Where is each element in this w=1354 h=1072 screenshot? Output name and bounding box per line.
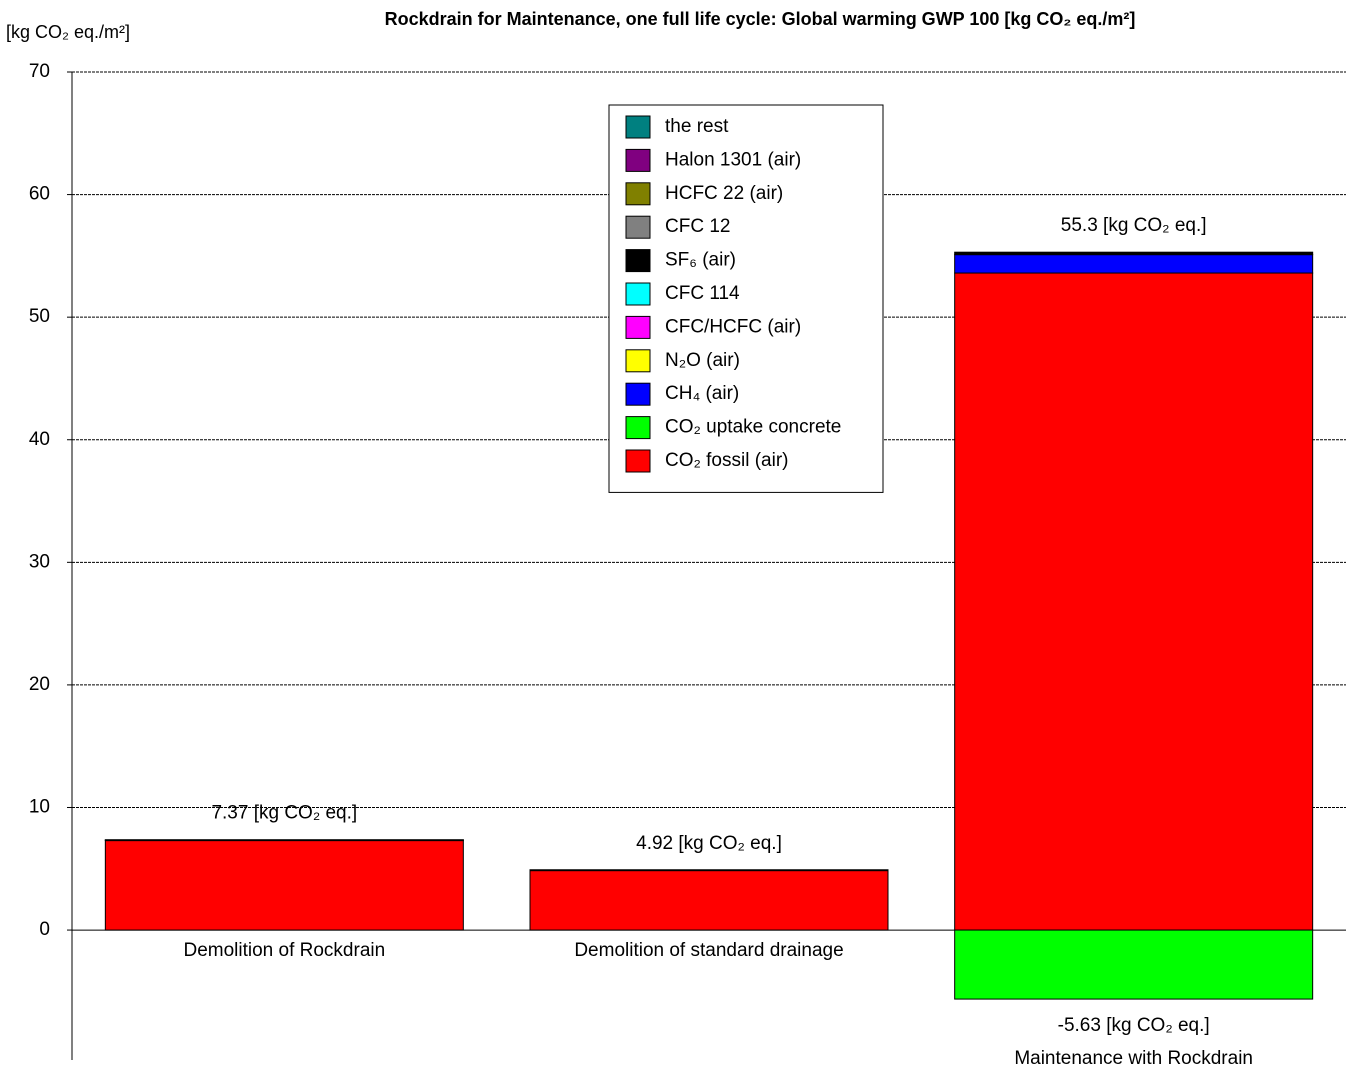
legend-swatch <box>625 349 651 373</box>
total-label: 55.3 [kg CO₂ eq.] <box>1061 215 1207 236</box>
total-label: 7.37 [kg CO₂ eq.] <box>211 803 357 824</box>
y-tick-label: 10 <box>29 796 50 817</box>
y-tick-label: 70 <box>29 61 50 82</box>
y-tick-label: 20 <box>29 674 50 695</box>
legend-swatch <box>625 282 651 306</box>
legend-label: CFC 114 <box>665 283 740 304</box>
value-label: -5.63 [kg CO₂ eq.] <box>1058 1015 1210 1036</box>
bar-segment <box>954 254 1314 274</box>
y-tick-label: 30 <box>29 551 50 572</box>
legend-swatch <box>625 182 651 206</box>
legend-swatch <box>625 115 651 139</box>
legend-label: CO₂ uptake concrete <box>665 417 841 438</box>
bar-segment <box>954 272 1314 931</box>
x-tick-label: Demolition of standard drainage <box>574 940 843 961</box>
bar-segment <box>529 870 889 931</box>
legend-label: the rest <box>665 116 729 137</box>
legend-label: CO₂ fossil (air) <box>665 450 789 471</box>
legend-label: SF₆ (air) <box>665 250 736 271</box>
legend-swatch <box>625 382 651 406</box>
y-tick-label: 0 <box>39 919 50 940</box>
chart-title: Rockdrain for Maintenance, one full life… <box>385 9 1136 29</box>
legend-label: CFC 12 <box>665 216 730 237</box>
x-tick-label: Demolition of Rockdrain <box>183 940 385 961</box>
y-tick-label: 50 <box>29 306 50 327</box>
y-axis-label: [kg CO₂ eq./m²] <box>6 22 130 42</box>
legend-label: CH₄ (air) <box>665 383 739 404</box>
bar-segment <box>954 251 1314 256</box>
legend-box <box>608 104 884 493</box>
legend-label: CFC/HCFC (air) <box>665 316 801 337</box>
legend-swatch <box>625 249 651 273</box>
legend-swatch <box>625 315 651 339</box>
legend-label: Halon 1301 (air) <box>665 149 801 170</box>
legend-swatch <box>625 416 651 440</box>
total-label: 4.92 [kg CO₂ eq.] <box>636 833 782 854</box>
legend-label: HCFC 22 (air) <box>665 183 783 204</box>
y-tick-label: 40 <box>29 429 50 450</box>
bar-segment <box>954 929 1314 1000</box>
legend-swatch <box>625 215 651 239</box>
legend-label: N₂O (air) <box>665 350 740 371</box>
legend-swatch <box>625 148 651 172</box>
legend-swatch <box>625 449 651 473</box>
x-tick-label: Maintenance with Rockdrain <box>1014 1048 1253 1069</box>
bar-segment <box>104 840 464 931</box>
y-tick-label: 60 <box>29 184 50 205</box>
